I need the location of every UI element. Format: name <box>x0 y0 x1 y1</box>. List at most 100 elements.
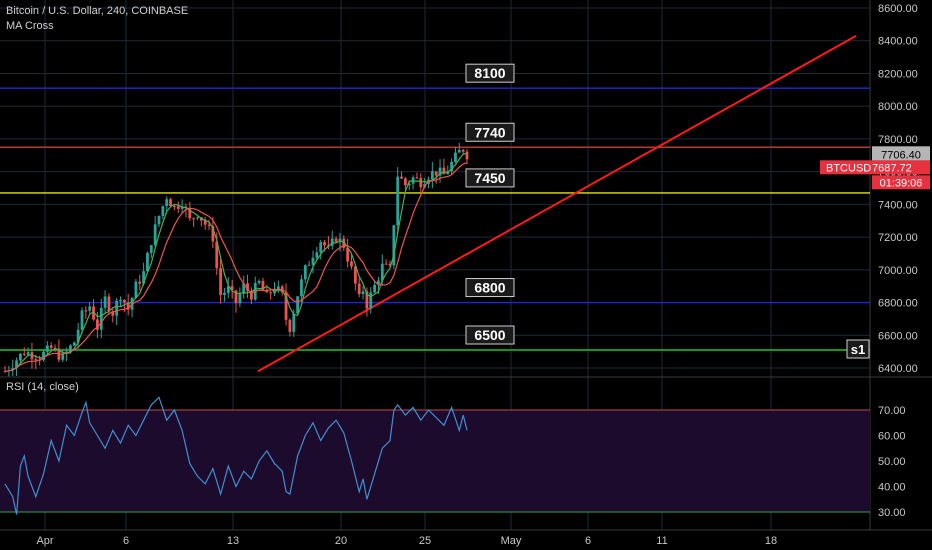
level-label-box <box>465 168 515 188</box>
candle-body <box>377 280 380 285</box>
candle-body <box>450 161 453 172</box>
candle-body <box>11 368 15 371</box>
y-axis-label: 8600.00 <box>878 3 918 15</box>
candle-body <box>84 310 88 312</box>
candle-body <box>338 238 342 242</box>
level-label-box <box>465 122 515 142</box>
candle-body <box>169 199 172 207</box>
candle-body <box>238 293 242 304</box>
candle-body <box>196 217 199 219</box>
rsi-title: RSI (14, close) <box>6 381 79 393</box>
candle-body <box>361 291 365 294</box>
candle-body <box>42 351 45 361</box>
candle-body <box>103 296 107 308</box>
candle-body <box>315 252 319 258</box>
candle-body <box>419 177 423 188</box>
level-label: 7740 <box>474 124 505 140</box>
candle-body <box>288 319 292 332</box>
symbol-title: Bitcoin / U.S. Dollar, 240, COINBASE <box>6 5 189 17</box>
candle-body <box>180 206 184 209</box>
candle-body <box>130 297 134 310</box>
candle-body <box>176 206 180 209</box>
rsi-axis-label: 30.00 <box>878 507 906 519</box>
candle-body <box>157 215 161 225</box>
candle-body <box>434 171 438 176</box>
candle-body <box>173 206 176 208</box>
candle-body <box>26 352 30 355</box>
trendline <box>257 34 857 373</box>
candle-body <box>30 352 34 360</box>
y-axis-label: 8200.00 <box>878 68 918 80</box>
level-label: 6500 <box>474 327 505 343</box>
candle-body <box>3 371 7 373</box>
y-axis-label: 7000.00 <box>878 265 918 277</box>
candle-body <box>276 286 280 290</box>
candle-body <box>223 292 226 295</box>
candle-body <box>96 319 99 330</box>
candle-body <box>311 257 315 265</box>
candle-body <box>257 280 261 284</box>
countdown-value: 01:39:06 <box>880 177 923 189</box>
rsi-line <box>4 396 468 515</box>
candle-body <box>438 167 442 176</box>
candle-body <box>365 291 369 309</box>
candle-body <box>161 206 165 216</box>
candle-body <box>407 183 411 186</box>
candle-body <box>226 286 230 293</box>
y-axis-label: 6600.00 <box>878 330 918 342</box>
candle-body <box>122 300 126 303</box>
candle-body <box>300 279 303 297</box>
rsi-axis-label: 40.00 <box>878 482 906 494</box>
candle-body <box>303 265 307 280</box>
candle-body <box>323 242 326 246</box>
candle-body <box>384 263 388 265</box>
candle-body <box>149 245 153 253</box>
candle-body <box>99 307 103 330</box>
x-tick-label: May <box>501 535 522 547</box>
candle-body <box>415 177 419 179</box>
candle-body <box>76 329 80 343</box>
candle-body <box>165 199 169 207</box>
symbol-price: 7687.72 <box>872 162 912 174</box>
candle-body <box>203 220 207 225</box>
candle-body <box>388 264 392 266</box>
candle-body <box>330 238 334 246</box>
candle-body <box>80 310 84 330</box>
rsi-axis-label: 60.00 <box>878 431 906 443</box>
ma-fast-line <box>4 152 468 372</box>
last-price-value: 7706.40 <box>881 149 921 161</box>
candle-body <box>69 345 72 352</box>
candle-body <box>465 151 469 160</box>
candle-body <box>153 224 157 246</box>
candle-body <box>261 280 265 290</box>
candle-body <box>404 178 407 186</box>
candle-body <box>430 171 434 180</box>
candle-body <box>446 171 450 175</box>
candle-body <box>146 252 149 272</box>
y-axis-label: 6400.00 <box>878 363 918 375</box>
level-label-box <box>465 325 515 345</box>
indicator-label: MA Cross <box>6 20 54 32</box>
candle-body <box>126 302 130 310</box>
candle-body <box>373 284 376 293</box>
candle-body <box>207 224 211 226</box>
candle-body <box>250 290 253 300</box>
candle-body <box>215 241 219 269</box>
candle-body <box>307 264 311 266</box>
candle-body <box>45 345 49 352</box>
candle-body <box>234 290 238 304</box>
candle-body <box>319 242 323 253</box>
candle-body <box>49 345 53 348</box>
rsi-axis-label: 70.00 <box>878 405 906 417</box>
candle-body <box>296 296 299 314</box>
s1-box <box>846 339 870 359</box>
candle-body <box>357 283 361 294</box>
candle-body <box>334 238 338 242</box>
candle-body <box>72 342 76 346</box>
candle-body <box>211 225 215 242</box>
candle-body <box>242 283 246 294</box>
candle-body <box>134 281 138 298</box>
level-label: 7450 <box>474 170 505 186</box>
level-label: 6800 <box>474 280 505 296</box>
